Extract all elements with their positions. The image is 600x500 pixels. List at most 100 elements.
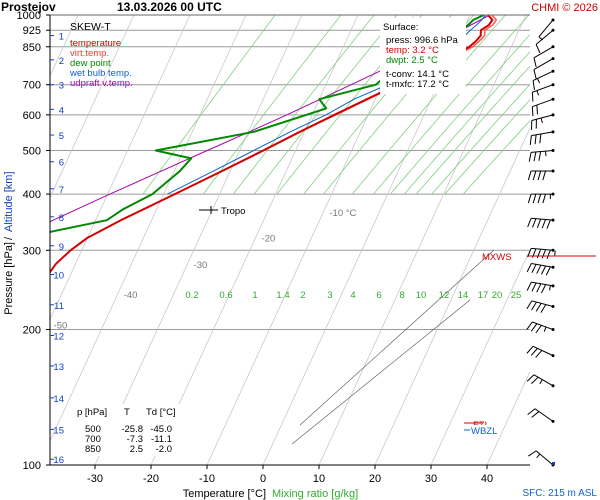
sfc-label: SFC: 215 m ASL [523, 488, 598, 499]
mixing-ratio-line [444, 99, 530, 195]
wind-barb-feather [535, 44, 541, 54]
temperature-profile [50, 15, 494, 274]
mixing-ratio-line [404, 51, 530, 195]
wind-barb-feather [535, 325, 542, 334]
mixing-ratio-label: 2 [300, 290, 305, 301]
wind-barb [527, 192, 555, 204]
wind-barb-feather [536, 283, 542, 293]
wind-barb-feather [527, 408, 536, 416]
legend-wet-bulb: wet bulb temp. [69, 68, 132, 79]
station-name: Prostejov [1, 0, 56, 14]
pressure-tick-label: 1000 [17, 10, 41, 22]
wind-barbs [526, 18, 556, 467]
wbzl-marker: WBZL [464, 425, 500, 437]
copyright: CHMI © 2026 [531, 2, 598, 14]
wind-barb-feather [541, 265, 547, 275]
temperature-tick-label: 20 [369, 473, 381, 485]
wind-barb-feather [530, 348, 538, 356]
wind-barb-feather [546, 219, 551, 229]
temperature-tick-label: 10 [313, 473, 325, 485]
pressure-tick-label: 600 [23, 110, 41, 122]
wind-barb [527, 169, 555, 181]
altitude-tick-label: 5 [59, 131, 64, 142]
wind-barb-half-feather [538, 36, 544, 41]
y-axis-title: Pressure [hPa] [3, 242, 15, 315]
wind-barb [533, 45, 555, 67]
surface-info: Surface: press: 996.6 hPa temp: 3.2 °C d… [380, 18, 466, 94]
wind-barb-feather [541, 284, 547, 294]
wind-barb-feather [533, 57, 537, 67]
wind-barb-feather [536, 249, 542, 259]
wind-barb [535, 28, 555, 54]
mixing-ratio-line [202, 15, 342, 195]
wind-barb-feather [533, 69, 537, 79]
wind-barb-feather [529, 135, 532, 146]
wind-barb-feather [532, 218, 537, 228]
wind-barb-dot [551, 305, 555, 309]
wind-barb [526, 345, 555, 358]
wind-barb-feather [531, 376, 539, 385]
wind-barb-staff [538, 19, 554, 38]
wind-barb [529, 130, 555, 146]
wind-barb [538, 18, 555, 41]
wind-barb-half-feather [536, 90, 540, 96]
wind-barb-dot [551, 97, 555, 101]
wind-barb-feather [526, 321, 533, 330]
altitude-tick-label: 11 [54, 301, 64, 312]
mixing-ratio-label: 0.6 [219, 290, 232, 301]
reference-line [299, 249, 495, 426]
wind-barb-feather [542, 170, 546, 181]
reference-line [291, 299, 471, 445]
wind-barb-dot [551, 45, 555, 49]
temperature-tick-label: -30 [87, 473, 103, 485]
pressure-tick-labels: 100 200 300 400 500 600 700 850 925 1000 [17, 10, 50, 472]
mxws-label: MXWS [482, 252, 512, 263]
wind-barb-feather [541, 219, 547, 229]
altitude-tick-label: 16 [53, 455, 64, 466]
wind-barb-staff [531, 114, 554, 122]
mixing-ratio-label: 12 [439, 290, 450, 301]
wind-barb-half-feather [540, 117, 543, 123]
altitude-tick-label: 7 [59, 185, 64, 196]
wind-barb-dot [551, 113, 555, 117]
wind-barb-dot [551, 265, 555, 269]
isotherm-line [374, 127, 530, 465]
y-axis-title-extra: Altitude [km] [3, 171, 15, 232]
isotherm-line [318, 15, 527, 465]
isotherm-line [150, 15, 359, 465]
isotherm-line [206, 15, 415, 465]
wind-barb-dot [551, 28, 555, 32]
wind-barb-dot [551, 169, 555, 173]
temperature-tick-label: 40 [481, 473, 493, 485]
wind-barb-half-feather [536, 78, 541, 84]
surface-press: press: 996.6 hPa [386, 35, 459, 46]
mixing-ratio-label: 14 [458, 290, 469, 301]
table-cell: -11.1 [151, 434, 172, 445]
temperature-tick-label: -20 [143, 473, 159, 485]
wind-barb [526, 281, 555, 294]
wind-barb-dot [551, 284, 555, 288]
mixing-ratio-line [431, 83, 530, 195]
wind-barb [533, 57, 555, 79]
isotherm-line [50, 15, 247, 443]
isotherm-label: -20 [262, 234, 276, 245]
pressure-tick-label: 500 [23, 145, 41, 157]
x-axis-title: Temperature [°C] [183, 488, 266, 500]
altitude-tick-label: 3 [59, 81, 64, 92]
mixing-ratio-label: 1 [252, 290, 257, 301]
wind-barb-feather [534, 134, 537, 145]
mixing-ratio-label: 0.2 [185, 290, 198, 301]
altitude-tick-label: 9 [59, 242, 64, 253]
wind-barb-feather [531, 92, 534, 102]
surface-dwpt: dwpt: 2.5 °C [386, 55, 438, 66]
isotherm-label: -50 [54, 321, 68, 332]
wind-barb-dot [551, 192, 555, 196]
wind-barb-feather [530, 323, 538, 332]
mxws-marker: MXWS [482, 252, 596, 263]
pressure-tick-label: 200 [23, 325, 41, 337]
mixing-ratio-label: 4 [350, 290, 355, 301]
wind-barb-feather [536, 264, 542, 274]
wind-barb-feather [531, 282, 537, 292]
isotherm-labels: -80 °C-70-60-50-40-30-20-10 °C [54, 208, 357, 332]
